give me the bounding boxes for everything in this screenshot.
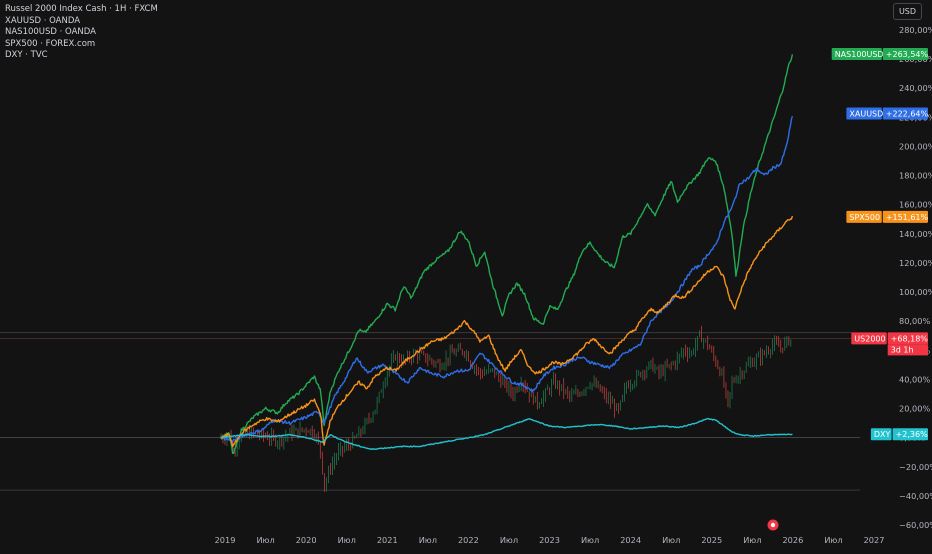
- tag-value-box-nas100usd: [882, 47, 928, 60]
- tag-value-dxy: +2,36%: [896, 430, 929, 439]
- y-tick-label: 200,00%: [899, 141, 932, 151]
- series-line-xauusd: [220, 115, 794, 443]
- x-tick-label: Июл: [581, 535, 599, 545]
- y-tick-label: 20,00%: [899, 404, 930, 414]
- x-tick-label: 2019: [215, 535, 236, 545]
- tag-name-box-xauusd: [846, 107, 882, 120]
- x-tick-label: Июл: [662, 535, 680, 545]
- countdown-text: 3d 1h: [891, 345, 914, 354]
- tag-value-box-spx500: [882, 210, 928, 223]
- y-tick-label: 80,00%: [899, 316, 930, 326]
- x-tick-label: Июл: [338, 535, 356, 545]
- series-line-spx500: [220, 215, 794, 448]
- tag-value-box-us2000: [887, 332, 928, 345]
- x-axis: 2019 Июл 2020 Июл 2021 Июл 2022 Июл 2023 Июл 2024 И…: [215, 535, 885, 545]
- y-tick-label: −20,00%: [899, 462, 932, 472]
- tag-value-box-xauusd: [882, 107, 928, 120]
- chart-legend: Russel 2000 Index Cash · 1H · FXCM XAUUS…: [5, 4, 158, 62]
- tag-value-spx500: +151,61%: [886, 213, 929, 222]
- tag-value-xauusd: +222,64%: [886, 110, 929, 119]
- legend-spx500[interactable]: SPX500 · FOREX.com: [5, 38, 96, 49]
- misc-marks: [767, 519, 779, 531]
- tag-name-box-nas100usd: [831, 47, 882, 60]
- x-tick-label: 2023: [539, 535, 560, 545]
- x-tick-label: 2027: [864, 535, 885, 545]
- x-tick-label: Июл: [419, 535, 437, 545]
- series-line-dxy: [220, 417, 793, 450]
- legend-nas100usd[interactable]: NAS100USD · OANDA: [5, 27, 96, 37]
- series-lines: [220, 54, 794, 454]
- y-tick-label: 100,00%: [899, 287, 932, 297]
- x-tick-label: Июл: [500, 535, 518, 545]
- y-tick-label: 40,00%: [899, 374, 930, 384]
- y-tick-label: 140,00%: [899, 229, 932, 239]
- x-tick-label: 2026: [782, 535, 803, 545]
- currency-button[interactable]: USD: [893, 3, 922, 20]
- x-tick-label: 2022: [458, 535, 479, 545]
- event-marker-dot: [770, 522, 776, 528]
- tag-name-box-dxy: [870, 428, 892, 441]
- legend-main-symbol[interactable]: Russel 2000 Index Cash · 1H · FXCM: [5, 4, 158, 14]
- series-line-nas100usd: [220, 54, 794, 454]
- guide-lines: [0, 332, 860, 491]
- tag-value-box-dxy: [892, 428, 928, 441]
- us2000-candles: [220, 325, 792, 492]
- x-tick-label: 2020: [296, 535, 317, 545]
- y-tick-label: 160,00%: [899, 200, 932, 210]
- x-tick-label: Июл: [824, 535, 842, 545]
- x-tick-label: 2025: [701, 535, 722, 545]
- y-tick-label: 240,00%: [899, 83, 932, 93]
- y-tick-label: 120,00%: [899, 258, 932, 268]
- y-tick-label: −60,00%: [899, 520, 932, 530]
- tag-value-us2000: +68,18%: [891, 334, 929, 343]
- y-axis: 280,00%260,00%240,00%220,00%200,00%180,0…: [899, 25, 932, 530]
- tag-name-nas100usd: NAS100USD: [835, 50, 884, 59]
- tag-name-box-spx500: [846, 210, 882, 223]
- tag-value-nas100usd: +263,54%: [886, 50, 929, 59]
- tag-name-xauusd: XAUUSD: [849, 110, 883, 119]
- tag-name-box-us2000: [851, 332, 887, 345]
- tag-name-us2000: US2000: [854, 334, 885, 343]
- x-tick-label: Июл: [256, 535, 274, 545]
- legend-dxy[interactable]: DXY · TVC: [5, 50, 48, 60]
- tag-name-spx500: SPX500: [849, 213, 880, 222]
- x-tick-label: 2024: [620, 535, 641, 545]
- y-tick-label: 280,00%: [899, 25, 932, 35]
- countdown-box: [887, 344, 928, 356]
- legend-xauusd[interactable]: XAUUSD · OANDA: [5, 15, 81, 26]
- tag-name-dxy: DXY: [874, 430, 891, 439]
- x-tick-label: Июл: [743, 535, 761, 545]
- y-tick-label: 180,00%: [899, 171, 932, 181]
- last-value-tags: NAS100USD +263,54% XAUUSD +222,64% SPX500 +15…: [831, 47, 929, 441]
- y-tick-label: −40,00%: [899, 491, 932, 501]
- x-tick-label: 2021: [377, 535, 398, 545]
